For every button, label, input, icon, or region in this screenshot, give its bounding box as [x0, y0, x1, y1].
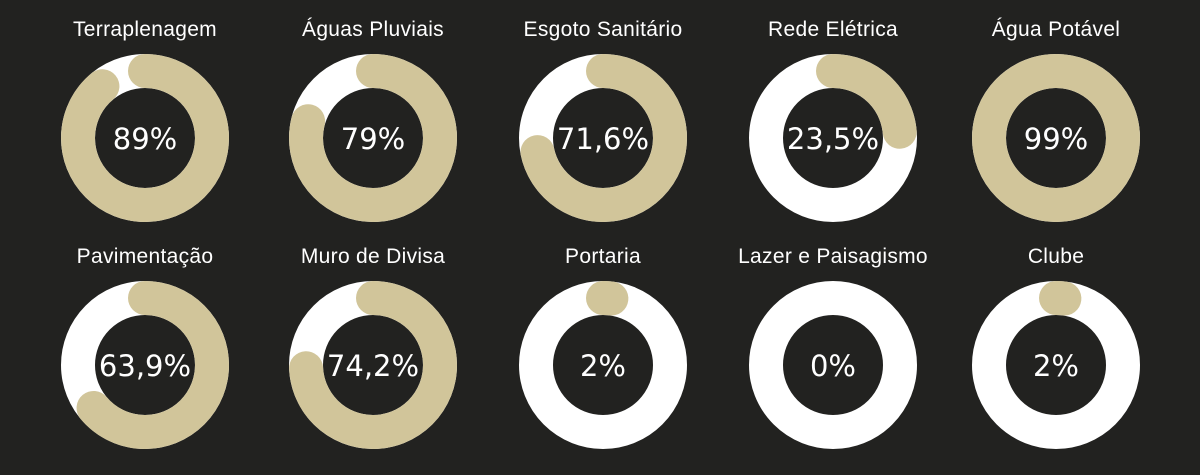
donut-label: Muro de Divisa — [300, 245, 446, 268]
donut-chart: 89% — [61, 54, 229, 222]
donut-chart: 79% — [289, 54, 457, 222]
donut-value-label: 0% — [810, 349, 856, 383]
donut-value-label: 2% — [1033, 349, 1079, 383]
donut-label: Rede Elétrica — [768, 18, 898, 41]
donut-chart: 0% — [749, 281, 917, 449]
donut-value-label: 71,6% — [557, 122, 649, 156]
donut-value-label: 79% — [341, 122, 405, 156]
donut-value-label: 99% — [1024, 122, 1088, 156]
donut-label: Portaria — [565, 245, 641, 268]
progress-donut-item: Terraplenagem 89% — [30, 18, 260, 233]
donut-progress-arc — [519, 281, 687, 449]
progress-donut-item: Portaria 2% — [488, 245, 718, 460]
progress-donut-item: Muro de Divisa 74,2% — [258, 245, 488, 460]
donut-progress-arc — [61, 281, 229, 449]
progress-donut-item: Esgoto Sanitário 71,6% — [488, 18, 718, 233]
progress-donut-item: Lazer e Paisagismo 0% — [718, 245, 948, 460]
donut-progress-arc — [972, 54, 1140, 222]
donut-chart: 2% — [972, 281, 1140, 449]
progress-donut-item: Rede Elétrica 23,5% — [718, 18, 948, 233]
donut-value-label: 63,9% — [99, 349, 191, 383]
donut-value-label: 23,5% — [787, 122, 879, 156]
donut-label: Terraplenagem — [73, 18, 217, 41]
progress-donut-item: Pavimentação 63,9% — [30, 245, 260, 460]
donut-label: Água Potável — [991, 18, 1121, 41]
donut-progress-arc — [289, 54, 457, 222]
donut-progress-arc — [519, 54, 687, 222]
progress-donut-item: Clube 2% — [941, 245, 1171, 460]
donut-label: Águas Pluviais — [302, 18, 444, 41]
donut-progress-arc — [972, 281, 1140, 449]
donut-value-label: 74,2% — [327, 349, 419, 383]
donut-label: Esgoto Sanitário — [523, 18, 683, 41]
donut-value-label: 2% — [580, 349, 626, 383]
donut-progress-arc — [749, 54, 917, 222]
donut-label: Lazer e Paisagismo — [738, 245, 928, 268]
progress-donut-item: Água Potável 99% — [941, 18, 1171, 233]
donut-chart: 63,9% — [61, 281, 229, 449]
donut-progress-arc — [289, 281, 457, 449]
donut-value-label: 89% — [113, 122, 177, 156]
donut-label: Pavimentação — [76, 245, 214, 268]
progress-donut-item: Águas Pluviais 79% — [258, 18, 488, 233]
donut-chart: 99% — [972, 54, 1140, 222]
donut-track — [749, 281, 917, 449]
donut-progress-arc — [61, 54, 229, 222]
donut-label: Clube — [1027, 245, 1085, 268]
donut-chart: 2% — [519, 281, 687, 449]
donut-chart: 23,5% — [749, 54, 917, 222]
donut-chart: 74,2% — [289, 281, 457, 449]
donut-chart: 71,6% — [519, 54, 687, 222]
